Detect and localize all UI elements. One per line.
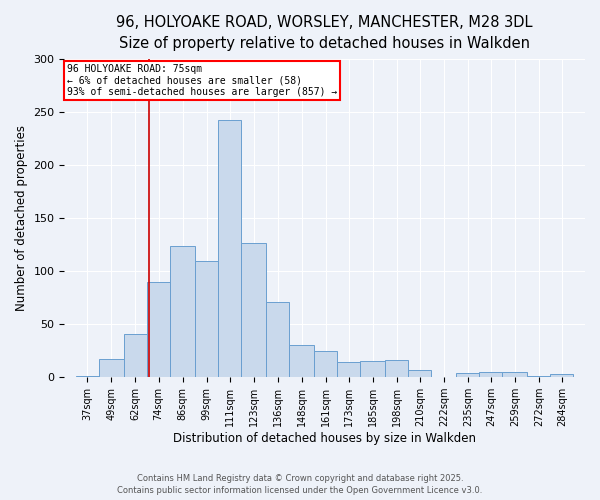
Bar — [170, 246, 195, 377]
Bar — [456, 373, 479, 377]
Bar — [124, 334, 147, 377]
Bar — [76, 376, 99, 377]
Bar — [550, 374, 574, 377]
Bar — [502, 372, 527, 377]
Bar — [266, 302, 289, 377]
Bar — [147, 282, 170, 377]
Bar — [289, 346, 314, 377]
Bar — [195, 260, 218, 377]
Bar — [360, 362, 385, 377]
X-axis label: Distribution of detached houses by size in Walkden: Distribution of detached houses by size … — [173, 432, 476, 445]
Bar — [337, 362, 360, 377]
Bar — [527, 376, 550, 377]
Bar — [241, 242, 266, 377]
Text: 96 HOLYOAKE ROAD: 75sqm
← 6% of detached houses are smaller (58)
93% of semi-det: 96 HOLYOAKE ROAD: 75sqm ← 6% of detached… — [67, 64, 337, 97]
Bar — [385, 360, 408, 377]
Bar — [218, 120, 241, 377]
Y-axis label: Number of detached properties: Number of detached properties — [15, 125, 28, 311]
Bar — [314, 350, 337, 377]
Bar — [408, 370, 431, 377]
Title: 96, HOLYOAKE ROAD, WORSLEY, MANCHESTER, M28 3DL
Size of property relative to det: 96, HOLYOAKE ROAD, WORSLEY, MANCHESTER, … — [116, 15, 533, 51]
Bar — [479, 372, 502, 377]
Bar — [99, 359, 124, 377]
Text: Contains HM Land Registry data © Crown copyright and database right 2025.
Contai: Contains HM Land Registry data © Crown c… — [118, 474, 482, 495]
